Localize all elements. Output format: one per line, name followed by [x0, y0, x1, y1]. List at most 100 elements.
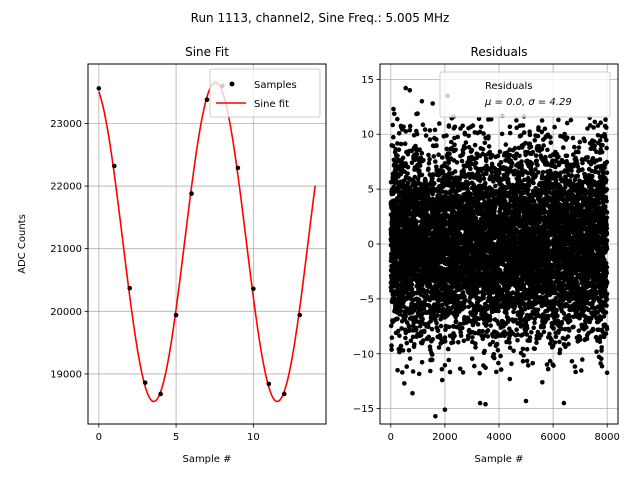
residual-point	[478, 124, 484, 130]
residual-point	[413, 143, 418, 149]
residual-point	[399, 161, 405, 166]
residual-point	[391, 134, 396, 140]
residual-point	[428, 368, 433, 374]
residual-point	[475, 290, 481, 295]
sine-fit-grid	[88, 64, 326, 424]
residual-point	[410, 369, 416, 374]
residual-point	[399, 326, 404, 331]
residual-point	[421, 338, 426, 343]
residual-point	[398, 171, 404, 177]
residual-point	[400, 164, 406, 170]
residual-point	[468, 166, 473, 172]
residual-point	[481, 131, 486, 136]
sample-point	[173, 312, 179, 318]
residual-point	[472, 142, 478, 148]
sample-point	[204, 97, 210, 102]
residual-point	[398, 343, 404, 349]
residual-point	[459, 158, 465, 164]
residual-point	[430, 337, 436, 342]
sine-fit-ytick-label: 21000	[50, 244, 82, 255]
residual-point	[452, 333, 457, 339]
residual-point	[409, 160, 415, 165]
residual-point	[462, 294, 467, 299]
residual-point	[498, 353, 503, 359]
residual-point	[507, 340, 512, 345]
residual-point	[492, 355, 497, 361]
sine-fit-xtick-label: 0	[96, 432, 102, 443]
residual-point	[404, 340, 410, 346]
residual-point	[515, 338, 520, 343]
residual-point	[427, 128, 433, 133]
sample-point	[189, 191, 194, 196]
residual-point	[395, 141, 400, 146]
residual-point	[520, 358, 526, 364]
residual-point	[420, 316, 425, 322]
residual-point	[472, 363, 477, 369]
residual-point	[426, 166, 431, 171]
legend-label-samples: Samples	[254, 80, 297, 91]
residual-point	[403, 314, 409, 319]
residual-point	[499, 131, 505, 137]
residual-point	[497, 149, 503, 154]
sample-point	[111, 163, 117, 169]
residual-point	[432, 181, 437, 186]
sine-fit-curve	[98, 81, 316, 403]
residual-point	[406, 348, 412, 353]
residual-point	[421, 157, 426, 163]
residual-point	[489, 169, 495, 175]
residual-point	[409, 286, 415, 292]
residual-point	[494, 369, 499, 375]
residuals-panel: Residuals 0 2000 4000 6000 8000−15−10−505101…	[353, 45, 620, 465]
residual-point	[395, 153, 400, 158]
residual-point	[473, 345, 478, 350]
residual-point	[438, 323, 444, 329]
residual-point	[397, 333, 402, 339]
sample-point	[266, 381, 272, 387]
residual-point	[429, 352, 435, 357]
residual-point	[481, 176, 487, 181]
residual-point	[507, 124, 513, 130]
residual-point	[398, 141, 404, 147]
residual-point	[480, 147, 486, 152]
residual-point	[417, 163, 423, 168]
residual-point	[497, 170, 502, 176]
residual-point	[442, 363, 448, 368]
residual-point	[392, 111, 397, 117]
residual-point	[480, 328, 485, 334]
sine-fit-xlabel: Sample #	[182, 454, 231, 465]
residual-point	[512, 145, 518, 151]
residual-point	[426, 334, 432, 340]
residual-point	[470, 123, 476, 128]
residual-point	[483, 365, 488, 371]
residual-point	[511, 348, 516, 354]
residual-point	[450, 340, 456, 345]
sample-point	[127, 285, 133, 291]
residual-point	[459, 325, 465, 331]
residual-point	[405, 180, 411, 186]
residual-point	[460, 370, 466, 375]
residual-point	[460, 123, 466, 129]
residual-point	[420, 122, 426, 127]
residual-point	[440, 169, 446, 174]
legend-marker-samples	[229, 81, 235, 87]
residual-point	[488, 317, 493, 322]
residual-point	[496, 360, 501, 366]
residual-point	[521, 353, 526, 358]
residual-point	[419, 150, 425, 156]
residual-point	[431, 154, 437, 159]
residual-point	[446, 357, 452, 363]
residual-point	[423, 133, 429, 138]
residual-point	[389, 343, 394, 348]
residual-point	[520, 346, 526, 352]
residual-point	[405, 164, 411, 170]
residual-point	[514, 118, 519, 123]
residual-point	[389, 335, 395, 341]
legend-label-sine-fit: Sine fit	[254, 99, 289, 110]
residual-point	[452, 169, 458, 174]
residual-point	[452, 142, 457, 148]
residual-point	[447, 369, 453, 375]
sine-fit-ytick-label: 23000	[50, 119, 82, 130]
residual-point	[452, 124, 458, 130]
